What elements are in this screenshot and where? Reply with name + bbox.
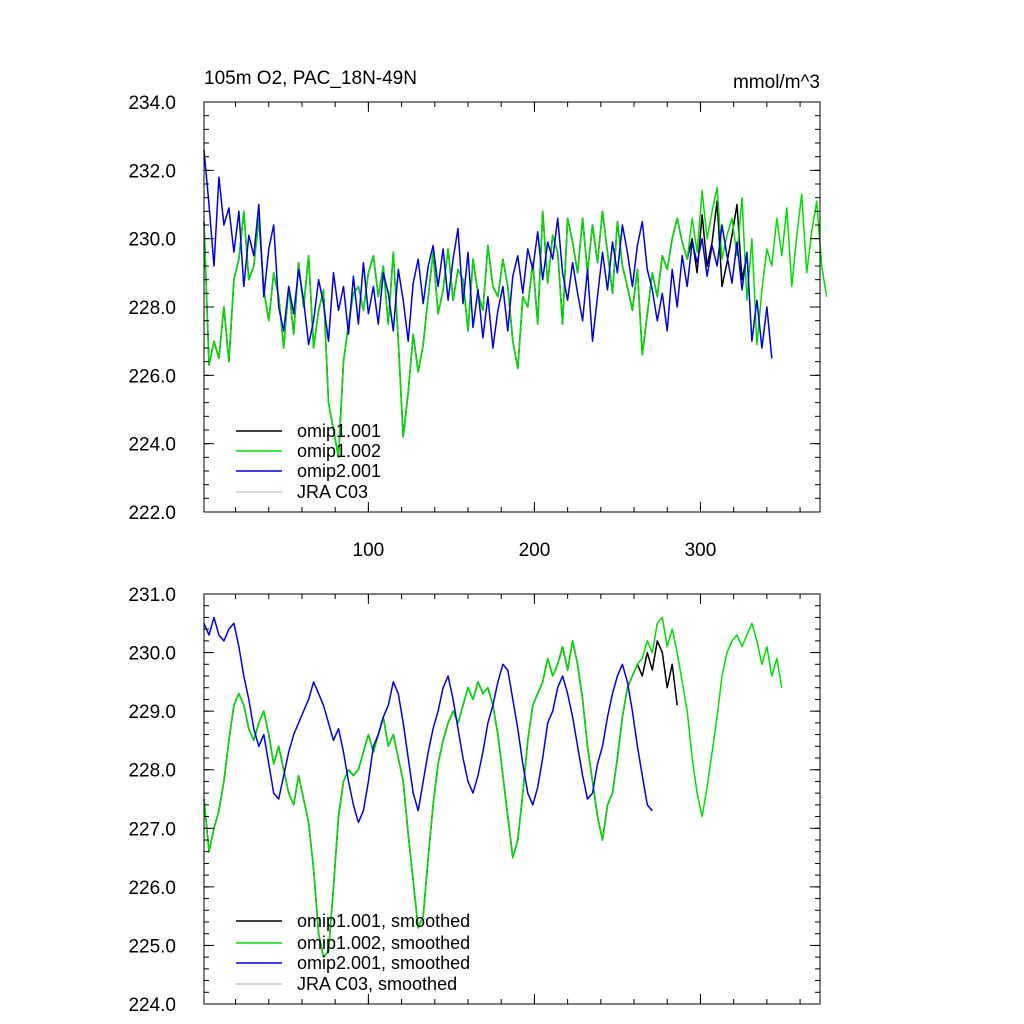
y-tick-label: 228.0 — [128, 761, 176, 782]
y-tick-label: 226.0 — [128, 366, 176, 387]
x-tick-label: 200 — [519, 540, 551, 561]
legend-label: omip2.001 — [297, 461, 381, 481]
y-tick-label: 222.0 — [128, 503, 176, 524]
top-chart-units: mmol/m^3 — [733, 72, 820, 93]
legend-label: omip1.001, smoothed — [297, 911, 470, 931]
y-tick-label: 225.0 — [128, 936, 176, 957]
y-tick-label: 234.0 — [128, 93, 176, 114]
top-chart-panel: 222.0 224.0 226.0 228.0 230.0 232.0 234.0 100 20… — [128, 93, 828, 561]
y-tick-label: 231.0 — [128, 585, 176, 606]
x-tick-label: 100 — [353, 540, 385, 561]
y-tick-label: 230.0 — [128, 230, 176, 251]
y-tick-label: 224.0 — [128, 435, 176, 456]
legend-label: JRA C03, smoothed — [297, 974, 457, 994]
legend-label: omip1.002 — [297, 441, 381, 461]
series-line-1-2 — [203, 616, 653, 824]
y-tick-label: 224.0 — [128, 995, 176, 1016]
y-tick-label: 226.0 — [128, 878, 176, 899]
y-tick-label: 232.0 — [128, 161, 176, 182]
top-chart-title: 105m O2, PAC_18N-49N — [204, 68, 417, 89]
legend-label: omip1.001 — [297, 421, 381, 441]
y-tick-label: 230.0 — [128, 644, 176, 665]
y-tick-label: 229.0 — [128, 702, 176, 723]
legend-label: JRA C03 — [297, 482, 368, 502]
series-line-0-2 — [203, 149, 773, 359]
y-tick-label: 228.0 — [128, 298, 176, 319]
x-tick-label: 300 — [685, 540, 717, 561]
plot-frame-1 — [203, 593, 821, 1005]
series-line-0-1 — [203, 186, 828, 459]
legend-label: omip1.002, smoothed — [297, 933, 470, 953]
y-tick-label: 227.0 — [128, 819, 176, 840]
bottom-chart-panel: 224.0 225.0 226.0 227.0 228.0 229.0 230.0 231.0… — [128, 585, 821, 1016]
legend-label: omip2.001, smoothed — [297, 953, 470, 973]
